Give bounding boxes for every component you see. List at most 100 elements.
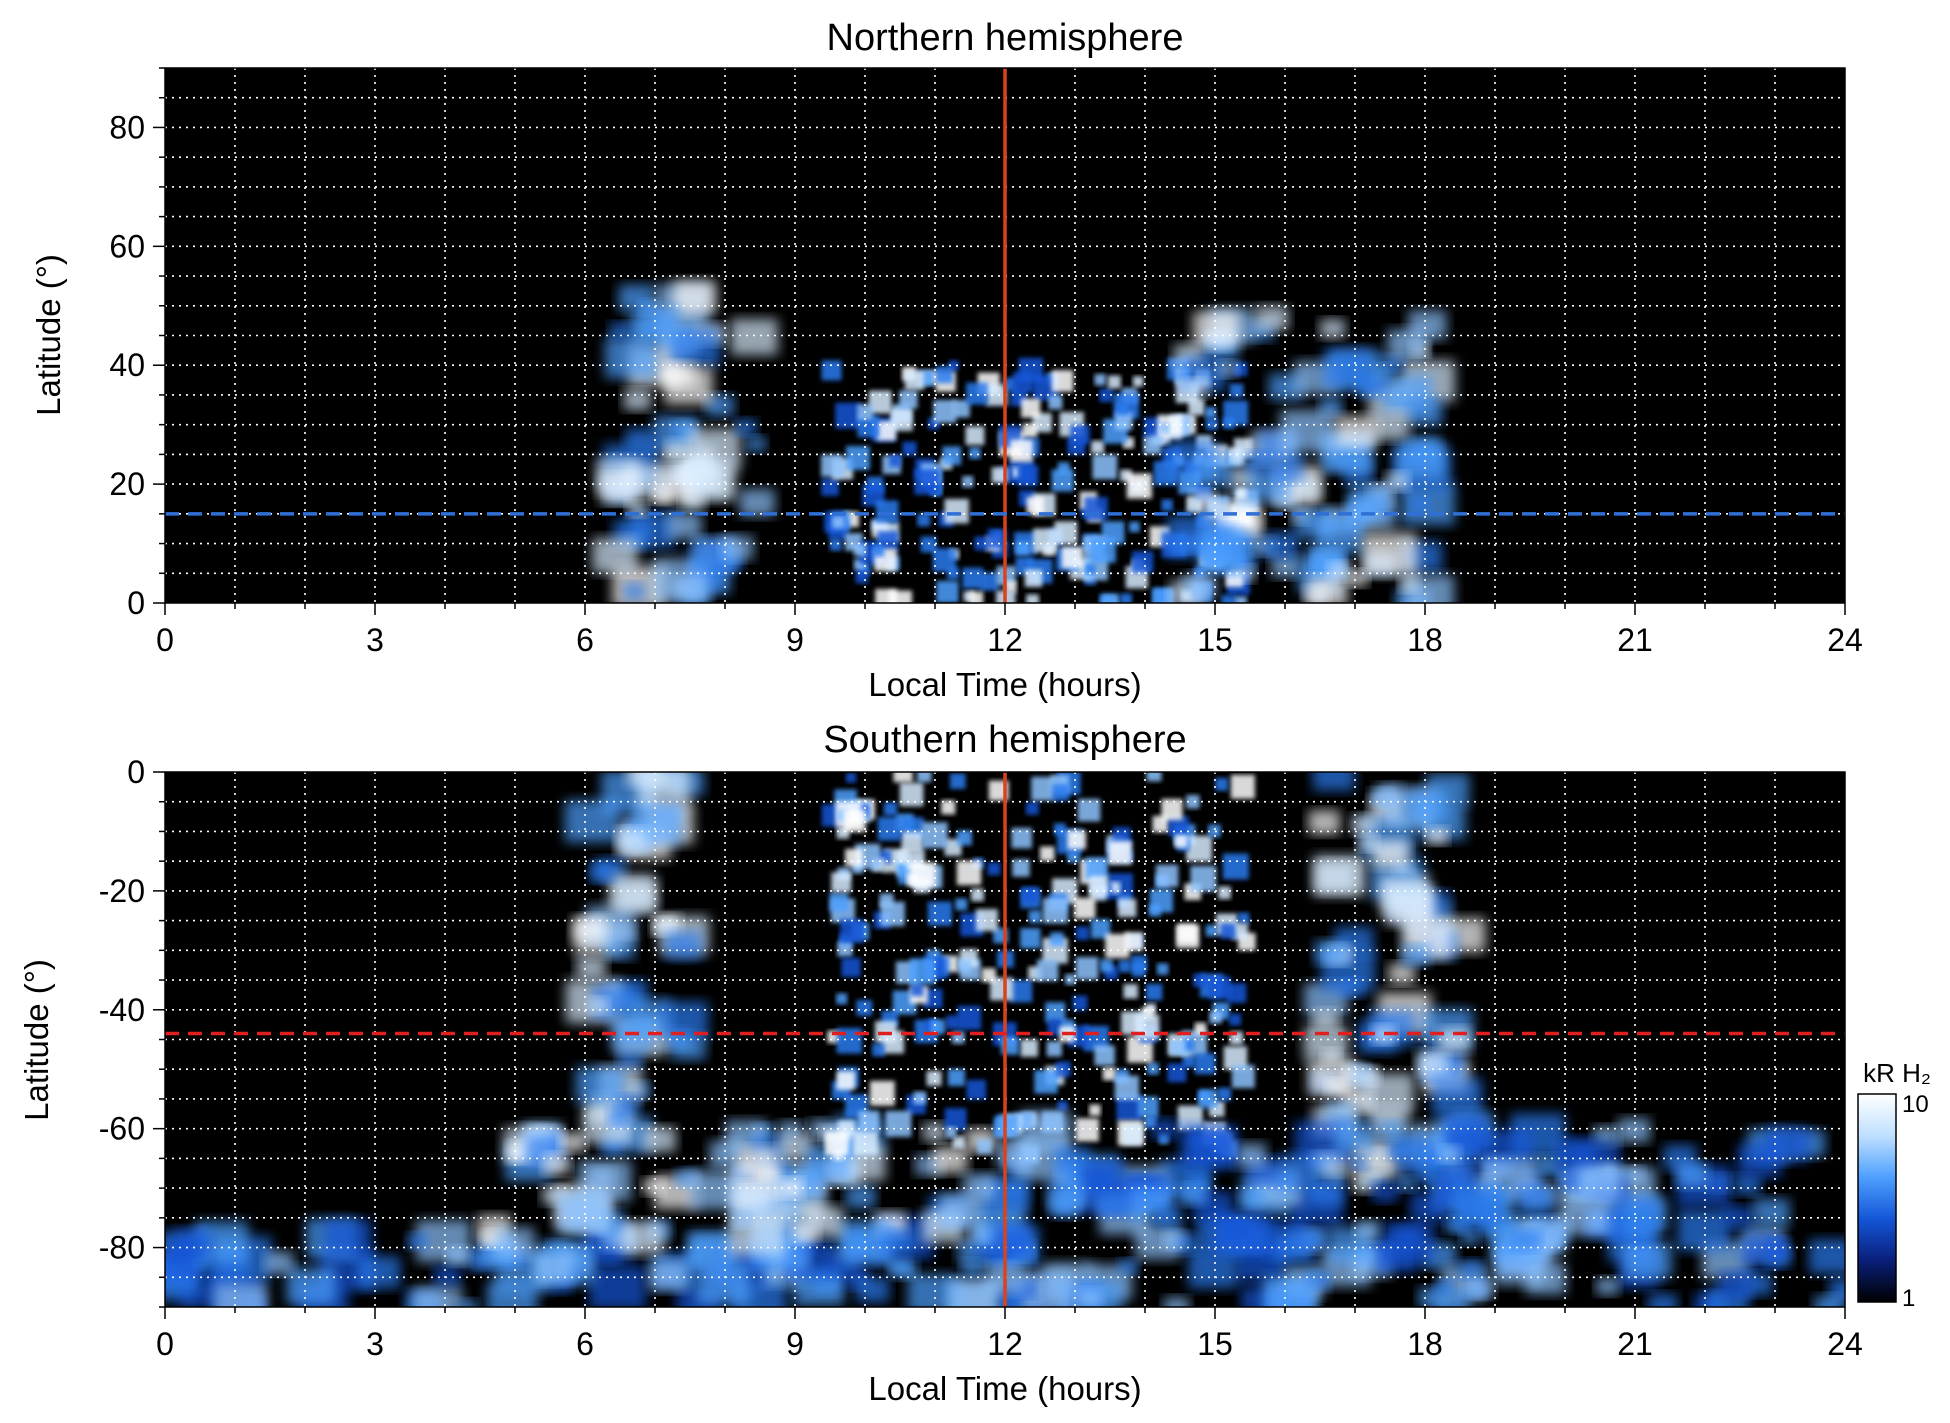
emission-patch bbox=[564, 800, 620, 843]
emission-patch bbox=[173, 1229, 211, 1259]
emission-patch bbox=[1026, 496, 1044, 515]
southern-x-ticks: 0 3 6 9 12 15 18 21 24 bbox=[156, 1307, 1863, 1362]
emission-patch bbox=[1119, 593, 1132, 603]
emission-patch bbox=[1036, 959, 1059, 982]
emission-patch bbox=[614, 921, 635, 939]
emission-patch bbox=[1234, 1143, 1267, 1168]
y-tick-label: -20 bbox=[99, 873, 145, 909]
emission-patch bbox=[1372, 1182, 1398, 1202]
emission-patch bbox=[1351, 814, 1377, 835]
emission-patch bbox=[969, 447, 981, 459]
emission-patch bbox=[885, 1110, 912, 1137]
emission-patch bbox=[1431, 1078, 1483, 1117]
emission-patch bbox=[660, 1001, 708, 1038]
emission-patch bbox=[869, 1080, 895, 1106]
emission-patch bbox=[835, 402, 862, 429]
emission-patch bbox=[604, 337, 658, 379]
emission-patch bbox=[1067, 830, 1087, 850]
emission-patch bbox=[966, 382, 988, 405]
x-tick-label: 21 bbox=[1617, 1326, 1653, 1362]
emission-patch bbox=[1009, 979, 1033, 1003]
emission-patch bbox=[1077, 1288, 1103, 1307]
emission-patch bbox=[625, 428, 656, 452]
emission-patch bbox=[1303, 1025, 1349, 1060]
x-tick-label: 12 bbox=[987, 622, 1023, 658]
emission-patch bbox=[1012, 372, 1034, 393]
emission-patch bbox=[1120, 469, 1132, 482]
emission-patch bbox=[1239, 1188, 1264, 1207]
emission-patch bbox=[950, 773, 966, 789]
emission-patch bbox=[1170, 1040, 1186, 1056]
emission-patch bbox=[829, 538, 842, 551]
emission-patch bbox=[1735, 1174, 1762, 1195]
emission-patch bbox=[1194, 566, 1206, 579]
southern-emission-patches bbox=[165, 772, 1845, 1307]
emission-patch bbox=[1189, 1130, 1235, 1166]
emission-patch bbox=[890, 408, 913, 431]
emission-patch bbox=[843, 809, 866, 833]
emission-patch bbox=[1050, 932, 1064, 946]
emission-patch bbox=[1368, 1149, 1387, 1164]
emission-patch bbox=[1061, 546, 1083, 569]
emission-patch bbox=[829, 892, 849, 912]
emission-patch bbox=[1245, 452, 1273, 474]
northern-y-ticks: 0 20 40 60 80 bbox=[109, 67, 165, 621]
emission-patch bbox=[836, 993, 848, 1005]
emission-patch bbox=[1131, 955, 1147, 972]
x-tick-label: 3 bbox=[366, 622, 384, 658]
emission-patch bbox=[821, 360, 842, 381]
emission-patch bbox=[1188, 399, 1205, 416]
emission-patch bbox=[1149, 904, 1161, 917]
emission-patch bbox=[1814, 1295, 1843, 1307]
emission-patch bbox=[564, 1197, 608, 1231]
emission-patch bbox=[1025, 802, 1039, 815]
emission-patch bbox=[1115, 412, 1133, 430]
emission-patch bbox=[1085, 563, 1096, 575]
emission-patch bbox=[1034, 1070, 1058, 1094]
emission-patch bbox=[1022, 887, 1038, 903]
emission-patch bbox=[1156, 963, 1169, 975]
emission-patch bbox=[1194, 1022, 1207, 1035]
emission-patch bbox=[930, 1019, 946, 1035]
emission-patch bbox=[1191, 490, 1216, 510]
emission-patch bbox=[998, 1293, 1022, 1307]
emission-patch bbox=[1109, 881, 1121, 894]
emission-patch bbox=[1194, 1053, 1216, 1075]
emission-patch bbox=[872, 1043, 885, 1057]
emission-patch bbox=[981, 968, 996, 983]
emission-patch bbox=[836, 1027, 863, 1054]
emission-patch bbox=[933, 1146, 968, 1173]
emission-patch bbox=[996, 1139, 1034, 1168]
emission-patch bbox=[1137, 1096, 1159, 1118]
emission-patch bbox=[889, 454, 902, 467]
emission-patch bbox=[939, 1194, 983, 1228]
emission-patch bbox=[1077, 798, 1101, 822]
emission-patch bbox=[412, 1286, 463, 1307]
emission-patch bbox=[1387, 329, 1428, 360]
emission-patch bbox=[1372, 1025, 1396, 1044]
emission-patch bbox=[1070, 424, 1090, 445]
emission-patch bbox=[1052, 784, 1069, 801]
emission-patch bbox=[945, 1015, 960, 1030]
emission-patch bbox=[935, 366, 953, 384]
emission-patch bbox=[1179, 1184, 1207, 1205]
emission-patch bbox=[883, 802, 898, 816]
x-tick-label: 15 bbox=[1197, 622, 1233, 658]
y-tick-label: -60 bbox=[99, 1111, 145, 1147]
emission-patch bbox=[1065, 974, 1076, 985]
emission-patch bbox=[1163, 1297, 1190, 1307]
emission-patch bbox=[858, 1110, 880, 1132]
emission-patch bbox=[1151, 1118, 1177, 1139]
colorbar-scale bbox=[1857, 1093, 1897, 1303]
emission-patch bbox=[1004, 581, 1017, 593]
emission-patch bbox=[1176, 924, 1200, 949]
emission-patch bbox=[837, 809, 849, 822]
emission-patch bbox=[868, 390, 892, 414]
emission-patch bbox=[1011, 827, 1032, 849]
emission-patch bbox=[1460, 1230, 1480, 1245]
emission-patch bbox=[1017, 465, 1039, 486]
emission-patch bbox=[673, 280, 717, 314]
emission-patch bbox=[1217, 1087, 1232, 1101]
emission-patch bbox=[623, 389, 652, 411]
emission-patch bbox=[623, 583, 646, 600]
